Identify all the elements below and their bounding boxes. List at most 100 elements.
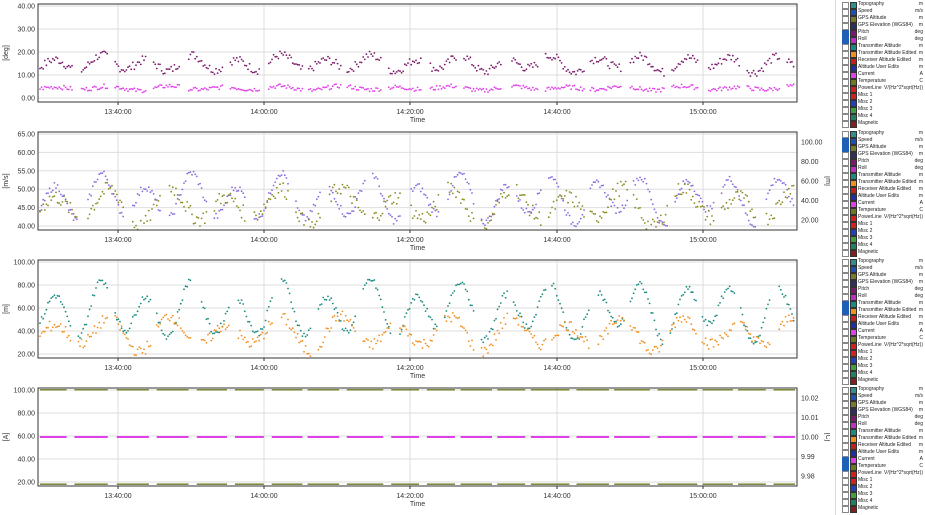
legend-checkbox[interactable] — [842, 294, 849, 301]
legend-item[interactable]: Altitude User Edits m — [840, 449, 925, 457]
legend-item[interactable]: GPS Altitude m — [840, 272, 925, 280]
legend-item[interactable]: Transmitter Altitude Edited m — [840, 307, 925, 315]
legend-checkbox[interactable] — [842, 343, 849, 350]
legend-item[interactable]: Misc 3 — [840, 106, 925, 114]
legend-item[interactable]: Transmitter Altitude m — [840, 172, 925, 180]
legend-checkbox[interactable] — [842, 378, 849, 385]
legend-checkbox[interactable] — [842, 457, 849, 464]
legend-item[interactable]: Misc 2 — [840, 484, 925, 492]
legend-checkbox[interactable] — [842, 401, 849, 408]
legend-checkbox[interactable] — [842, 357, 849, 364]
legend-checkbox[interactable] — [842, 492, 849, 499]
legend-item[interactable]: Current A — [840, 200, 925, 208]
legend-item[interactable]: Receiver Altitude Edited m — [840, 57, 925, 65]
legend-checkbox[interactable] — [842, 259, 849, 266]
legend-item[interactable]: Misc 4 — [840, 242, 925, 250]
legend-checkbox[interactable] — [842, 266, 849, 273]
legend-item[interactable]: Receiver Altitude Edited m — [840, 442, 925, 450]
legend-item[interactable]: Misc 2 — [840, 99, 925, 107]
legend-checkbox[interactable] — [842, 273, 849, 280]
legend-item[interactable]: Current A — [840, 328, 925, 336]
legend-item[interactable]: Temperature C — [840, 78, 925, 86]
legend-checkbox[interactable] — [842, 51, 849, 58]
legend-item[interactable]: Temperature C — [840, 335, 925, 343]
legend-checkbox[interactable] — [842, 408, 849, 415]
legend-item[interactable]: Magnetic — [840, 505, 925, 513]
legend-item[interactable]: GPS Elevation (WGS84) m — [840, 22, 925, 30]
legend-checkbox[interactable] — [842, 9, 849, 16]
legend-checkbox[interactable] — [842, 222, 849, 229]
legend-item[interactable]: Topography m — [840, 130, 925, 138]
legend-checkbox[interactable] — [842, 478, 849, 485]
legend-checkbox[interactable] — [842, 229, 849, 236]
legend-checkbox[interactable] — [842, 114, 849, 121]
legend-item[interactable]: Temperature C — [840, 463, 925, 471]
legend-checkbox[interactable] — [842, 2, 849, 9]
legend-item[interactable]: Topography m — [840, 386, 925, 394]
legend-item[interactable]: Roll deg — [840, 165, 925, 173]
legend-checkbox[interactable] — [842, 315, 849, 322]
legend-checkbox[interactable] — [842, 72, 849, 79]
legend-checkbox[interactable] — [842, 215, 849, 222]
legend-item[interactable]: Transmitter Altitude m — [840, 428, 925, 436]
legend-checkbox[interactable] — [842, 58, 849, 65]
legend-checkbox[interactable] — [842, 443, 849, 450]
legend-checkbox[interactable] — [842, 336, 849, 343]
legend-item[interactable]: Misc 2 — [840, 228, 925, 236]
legend-item[interactable]: Speed m/s — [840, 393, 925, 401]
legend-item[interactable]: Misc 4 — [840, 498, 925, 506]
legend-checkbox[interactable] — [842, 394, 849, 401]
legend-checkbox[interactable] — [842, 107, 849, 114]
legend-item[interactable]: Temperature C — [840, 207, 925, 215]
legend-checkbox[interactable] — [842, 30, 849, 37]
legend-item[interactable]: PowerLine V/(Hz^2*sqrt(Hz)) — [840, 470, 925, 478]
legend-item[interactable]: Misc 3 — [840, 491, 925, 499]
legend-item[interactable]: Speed m/s — [840, 137, 925, 145]
legend-checkbox[interactable] — [842, 415, 849, 422]
legend-checkbox[interactable] — [842, 485, 849, 492]
legend-checkbox[interactable] — [842, 208, 849, 215]
legend-checkbox[interactable] — [842, 371, 849, 378]
legend-checkbox[interactable] — [842, 79, 849, 86]
legend-item[interactable]: Misc 1 — [840, 349, 925, 357]
legend-item[interactable]: PowerLine V/(Hz^2*sqrt(Hz)) — [840, 214, 925, 222]
legend-checkbox[interactable] — [842, 138, 849, 145]
legend-checkbox[interactable] — [842, 121, 849, 128]
legend-checkbox[interactable] — [842, 436, 849, 443]
legend-checkbox[interactable] — [842, 187, 849, 194]
legend-item[interactable]: Misc 4 — [840, 370, 925, 378]
legend-checkbox[interactable] — [842, 471, 849, 478]
legend-item[interactable]: Pitch deg — [840, 286, 925, 294]
legend-checkbox[interactable] — [842, 499, 849, 506]
legend-item[interactable]: Current A — [840, 456, 925, 464]
legend-item[interactable]: Altitude User Edits m — [840, 193, 925, 201]
legend-checkbox[interactable] — [842, 287, 849, 294]
legend-item[interactable]: GPS Elevation (WGS84) m — [840, 151, 925, 159]
legend-checkbox[interactable] — [842, 364, 849, 371]
legend-checkbox[interactable] — [842, 86, 849, 93]
legend-checkbox[interactable] — [842, 350, 849, 357]
legend-checkbox[interactable] — [842, 131, 849, 138]
legend-item[interactable]: Pitch deg — [840, 29, 925, 37]
legend-item[interactable]: Misc 1 — [840, 477, 925, 485]
legend-item[interactable]: Misc 3 — [840, 363, 925, 371]
legend-checkbox[interactable] — [842, 236, 849, 243]
legend-item[interactable]: Transmitter Altitude Edited m — [840, 435, 925, 443]
legend-checkbox[interactable] — [842, 308, 849, 315]
legend-item[interactable]: Current A — [840, 71, 925, 79]
legend-checkbox[interactable] — [842, 329, 849, 336]
legend-checkbox[interactable] — [842, 429, 849, 436]
legend-checkbox[interactable] — [842, 280, 849, 287]
legend-item[interactable]: GPS Altitude m — [840, 144, 925, 152]
legend-item[interactable]: Roll deg — [840, 293, 925, 301]
legend-item[interactable]: Magnetic — [840, 120, 925, 128]
legend-item[interactable]: Misc 2 — [840, 356, 925, 364]
legend-checkbox[interactable] — [842, 65, 849, 72]
legend-item[interactable]: Roll deg — [840, 36, 925, 44]
legend-item[interactable]: Topography m — [840, 1, 925, 9]
legend-item[interactable]: Misc 4 — [840, 113, 925, 121]
legend-item[interactable]: Speed m/s — [840, 265, 925, 273]
legend-checkbox[interactable] — [842, 166, 849, 173]
legend-checkbox[interactable] — [842, 243, 849, 250]
legend-item[interactable]: GPS Altitude m — [840, 400, 925, 408]
